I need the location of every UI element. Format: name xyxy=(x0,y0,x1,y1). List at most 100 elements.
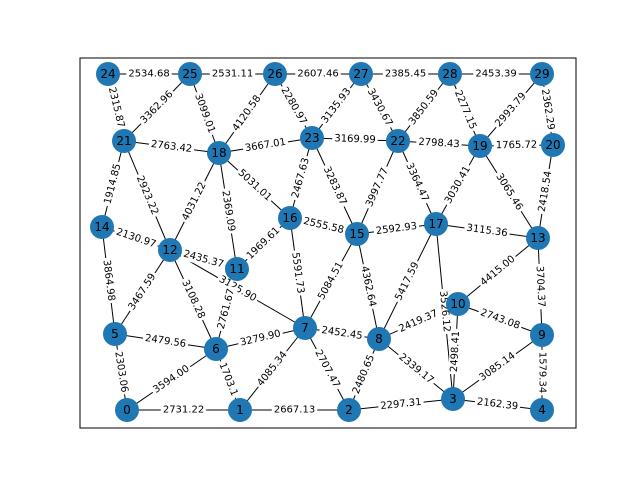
edge-label-background xyxy=(136,87,178,128)
edge-label-26-27: 2607.46 xyxy=(295,68,341,80)
edge-label-19-17: 3030.41 xyxy=(441,162,475,208)
edge-label-background xyxy=(160,404,207,416)
edge-label-background xyxy=(448,328,463,375)
edge-weight-text: 5417.59 xyxy=(393,261,421,303)
node-label-28: 28 xyxy=(442,67,457,81)
edge-weight-text: 3085.14 xyxy=(477,350,517,383)
node-label-4: 4 xyxy=(538,403,546,417)
edge-label-background xyxy=(377,396,425,413)
edge-label-background xyxy=(476,251,520,291)
node-18 xyxy=(207,141,231,165)
edge-label-background xyxy=(125,269,160,315)
edge-weight-text: 2418.54 xyxy=(537,170,554,213)
node-label-8: 8 xyxy=(375,332,383,346)
edge-label-background xyxy=(463,221,511,241)
edge-label-background xyxy=(415,136,463,151)
edge-label-24-21: 2315.87 xyxy=(104,84,128,131)
edge-weight-text: 2707.47 xyxy=(312,348,341,390)
node-label-7: 7 xyxy=(301,321,309,335)
edge-label-0-1: 2731.22 xyxy=(160,404,207,416)
node-label-6: 6 xyxy=(212,342,220,356)
edge-label-background xyxy=(318,324,366,343)
node-6 xyxy=(204,337,228,361)
edge-label-10-9: 2743.08 xyxy=(476,306,524,333)
node-label-12: 12 xyxy=(162,243,177,257)
edge-label-background xyxy=(191,90,218,137)
edge-label-9-3: 3085.14 xyxy=(475,348,520,386)
node-19 xyxy=(468,134,492,158)
edge-label-background xyxy=(295,68,341,80)
edge-weight-text: 3283.87 xyxy=(321,165,349,207)
edge-label-background xyxy=(450,86,480,134)
edge-label-background xyxy=(215,359,241,400)
edge-label-background xyxy=(441,162,475,208)
edge-label-background xyxy=(242,135,289,156)
edge-label-28-19: 2277.15 xyxy=(450,86,480,134)
edge-label-background xyxy=(111,348,131,396)
node-10 xyxy=(446,292,470,316)
edge-label-background xyxy=(99,257,118,304)
node-1 xyxy=(228,398,252,422)
edge-weight-text: 4031.22 xyxy=(180,181,208,223)
edge-label-22-19: 2798.43 xyxy=(415,136,463,151)
edge-label-background xyxy=(362,164,393,211)
node-26 xyxy=(263,62,287,86)
node-label-24: 24 xyxy=(100,67,115,81)
edge-label-background xyxy=(209,68,256,80)
edge-label-18-16: 5031.01 xyxy=(233,165,276,206)
node-5 xyxy=(103,322,127,346)
edge-label-background xyxy=(233,165,276,206)
edge-label-6-1: 1703.1 xyxy=(215,359,241,400)
edge-label-18-23: 3667.01 xyxy=(242,135,289,156)
edge-weight-text: 1969.61 xyxy=(245,225,282,262)
edge-label-6-0: 3594.00 xyxy=(149,361,194,398)
edge-weight-text: 2798.43 xyxy=(418,137,460,150)
edge-label-12-5: 3467.59 xyxy=(125,269,160,315)
edge-label-23-22: 3169.99 xyxy=(332,132,378,147)
edge-label-7-2: 2707.47 xyxy=(310,346,344,392)
edge-weight-text: 3864.98 xyxy=(101,259,117,301)
edge-label-27-22: 3430.67 xyxy=(363,84,396,131)
edge-weight-text: 3030.41 xyxy=(443,164,473,205)
node-27 xyxy=(349,62,373,86)
node-label-3: 3 xyxy=(449,392,457,406)
edge-label-2-3: 2297.31 xyxy=(377,396,425,413)
node-23 xyxy=(300,126,324,150)
edge-weight-text: 3364.47 xyxy=(403,161,430,203)
edge-label-23-16: 2467.63 xyxy=(289,154,313,202)
node-4 xyxy=(530,398,554,422)
edge-label-19-20: 1765.72 xyxy=(493,139,540,152)
edge-label-5-6: 2479.56 xyxy=(142,332,189,351)
edge-weight-text: 3279.90 xyxy=(239,328,282,348)
node-2 xyxy=(337,398,361,422)
node-label-14: 14 xyxy=(94,220,109,234)
edge-label-16-7: 5591.73 xyxy=(288,249,307,297)
edge-label-background xyxy=(132,172,162,219)
node-label-21: 21 xyxy=(116,134,131,148)
edge-label-23-15: 3283.87 xyxy=(319,162,350,210)
node-16 xyxy=(278,206,302,230)
edge-weight-text: 2993.79 xyxy=(493,91,528,130)
edge-label-background xyxy=(237,327,284,350)
edge-weight-text: 2162.39 xyxy=(476,397,518,413)
edge-weight-text: 2763.42 xyxy=(150,139,192,155)
edge-label-background xyxy=(538,86,557,133)
edge-label-6-7: 3279.90 xyxy=(237,327,284,350)
edge-label-background xyxy=(373,220,420,238)
edge-weight-text: 3362.96 xyxy=(139,89,176,126)
edge-weight-text: 1703.1 xyxy=(216,361,239,398)
node-label-5: 5 xyxy=(111,327,119,341)
edge-label-14-5: 3864.98 xyxy=(99,257,118,304)
edge-weight-text: 2339.17 xyxy=(396,352,435,387)
edge-label-10-3: 2498.41 xyxy=(448,328,463,375)
edge-weight-text: 2607.46 xyxy=(297,69,338,80)
edge-label-background xyxy=(148,138,195,156)
edge-label-25-26: 2531.11 xyxy=(209,68,256,80)
node-label-11: 11 xyxy=(229,262,244,276)
edge-label-background xyxy=(177,276,209,323)
node-22 xyxy=(386,129,410,153)
node-label-26: 26 xyxy=(267,67,282,81)
edge-label-21-14: 1914.85 xyxy=(101,160,125,208)
node-label-27: 27 xyxy=(353,67,368,81)
node-17 xyxy=(424,212,448,236)
